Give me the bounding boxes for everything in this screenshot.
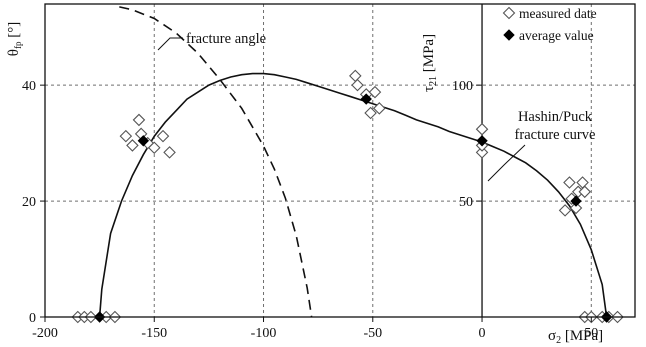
measured-point [569,201,583,215]
hashin-puck-label-line-2: fracture curve [515,127,596,143]
axis-ticks [40,84,592,322]
legend-average-value-label: average value [519,28,594,43]
measured-point [351,78,364,92]
x-tick-label: 50 [584,326,598,341]
measured-point [126,139,139,152]
measured-point [349,69,362,83]
measured-point [119,129,133,143]
tick-labels: -200 -150 -100 -50 0 50 0 20 40 50 100 [22,79,598,341]
y-left-tick-label: 40 [22,79,36,94]
x-tick-label: 0 [479,326,486,341]
measured-point [578,185,592,199]
measured-point [475,122,489,136]
hashin-puck-leader-line [487,144,526,182]
plot-frame [44,3,636,318]
curves [98,6,608,318]
measured-point [364,106,377,120]
right-y-axis-title: τ21 [MPa] [421,34,439,92]
x-axis-title: σ2 [MPa] [548,328,603,346]
x-tick-label: -200 [32,326,58,341]
hashin-puck-fracture-curve [98,72,608,318]
legend-filled-diamond-icon [503,29,515,41]
measured-point [558,204,572,217]
average-point [360,93,372,105]
measured-point [132,113,146,127]
legend-open-diamond-icon [502,6,516,20]
y-left-tick-label: 20 [22,195,36,210]
hashin-puck-label-line-1: Hashin/Puck [518,109,593,125]
average-point [476,135,488,147]
measured-point [156,129,170,143]
legend-measured-date-label: measured date [519,6,597,21]
measured-point [563,176,576,189]
y-right-tick-label: 100 [452,79,473,94]
measured-point [163,146,176,159]
y-right-tick-label: 50 [459,195,473,210]
gridlines [45,4,635,317]
fracture-angle-curve [119,6,313,318]
measured-point [368,85,382,99]
measured-point [147,141,161,155]
fracture-angle-leader-line [157,37,183,51]
average-point [570,195,582,207]
y-left-tick-label: 0 [29,311,36,326]
average-point [137,135,150,147]
x-tick-label: -100 [251,326,277,341]
left-y-axis-title: θfp [°] [6,22,23,56]
measured-point [576,176,589,189]
measured-point [373,102,386,115]
x-tick-label: -50 [363,326,382,341]
x-tick-label: -150 [141,326,167,341]
measured-point [475,146,489,159]
fracture-angle-label: fracture angle [186,31,266,47]
annotations: fracture angle Hashin/Puck fracture curv… [157,31,596,182]
legend: measured date average value [502,6,597,43]
